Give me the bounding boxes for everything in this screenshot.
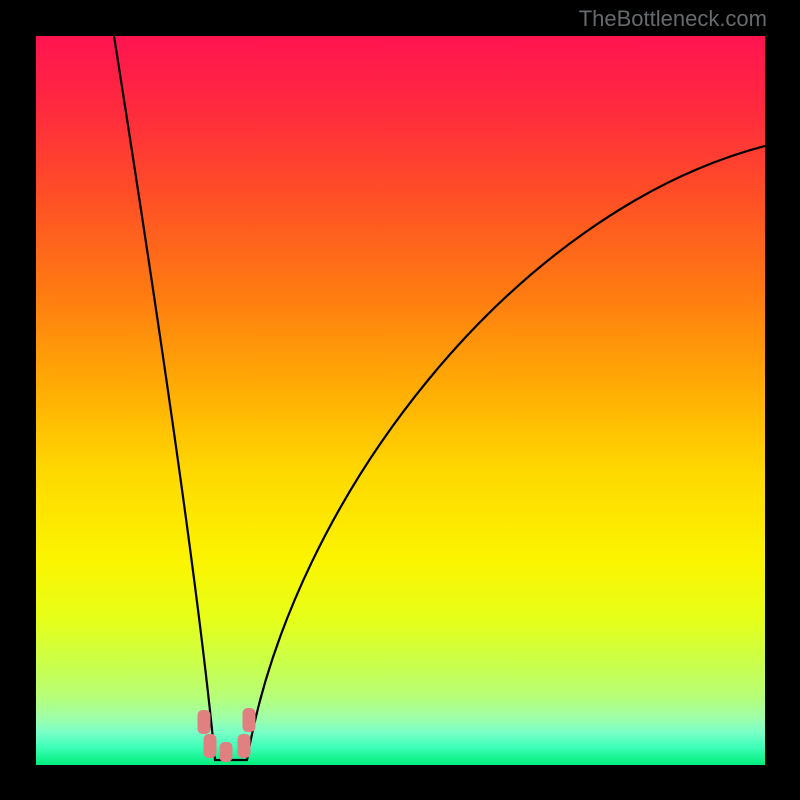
data-marker bbox=[204, 734, 217, 758]
data-marker bbox=[243, 708, 256, 732]
plot-area bbox=[36, 36, 765, 765]
chart-svg bbox=[36, 36, 765, 765]
data-marker bbox=[220, 742, 233, 762]
data-marker bbox=[198, 710, 211, 734]
bottleneck-curve bbox=[114, 36, 765, 760]
watermark-text: TheBottleneck.com bbox=[579, 6, 767, 32]
figure-root: TheBottleneck.com bbox=[0, 0, 800, 800]
data-marker bbox=[238, 734, 251, 758]
